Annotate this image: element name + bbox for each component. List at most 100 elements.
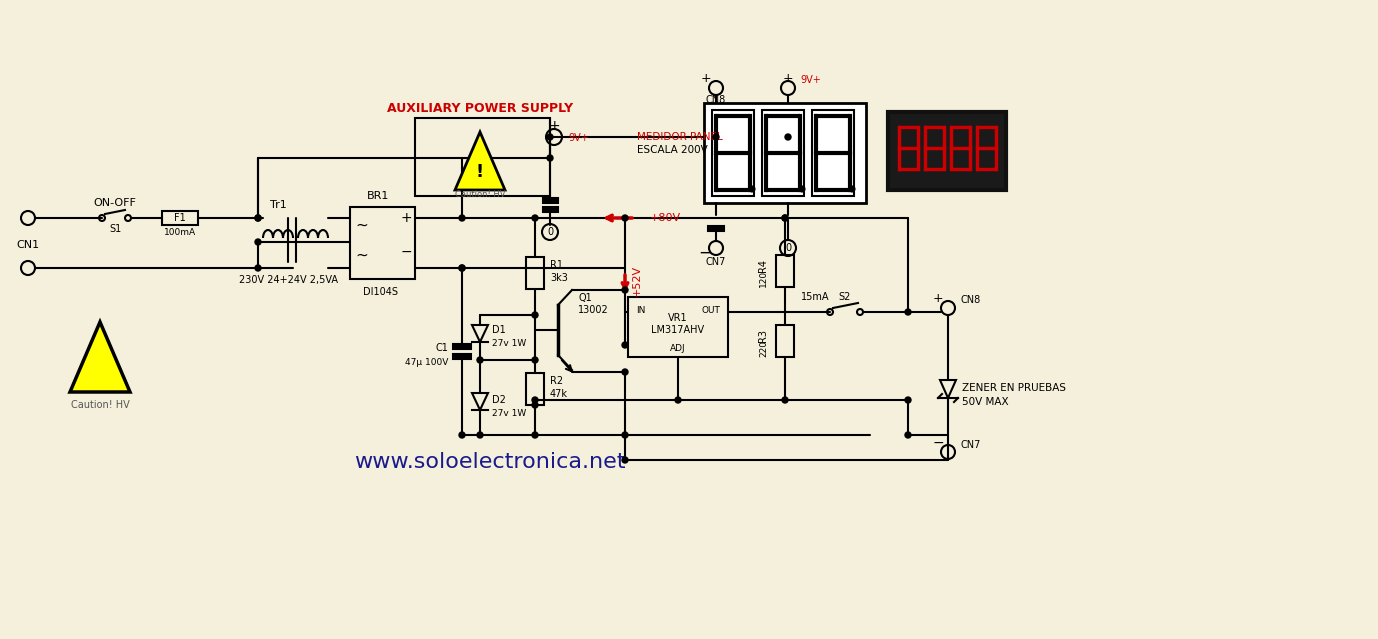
Text: Q1: Q1: [577, 293, 591, 303]
Circle shape: [532, 397, 537, 403]
Text: D1: D1: [492, 325, 506, 335]
Circle shape: [255, 215, 260, 221]
Text: www.soloelectronica.net: www.soloelectronica.net: [354, 452, 626, 472]
Text: OUT: OUT: [701, 305, 719, 314]
Text: 47k: 47k: [550, 389, 568, 399]
Text: R4: R4: [758, 259, 768, 272]
Text: CN7: CN7: [706, 257, 726, 267]
Text: CN8: CN8: [706, 95, 726, 105]
Circle shape: [532, 432, 537, 438]
Text: Caution! HV: Caution! HV: [455, 190, 506, 199]
Text: 3k3: 3k3: [550, 273, 568, 283]
Text: !: !: [475, 163, 484, 181]
Bar: [812, 110, 854, 196]
Circle shape: [621, 342, 628, 348]
Bar: [887, 112, 1006, 190]
Text: CN8: CN8: [960, 295, 980, 305]
Text: +: +: [548, 119, 559, 133]
Bar: [415, 118, 550, 196]
Circle shape: [547, 134, 553, 140]
Bar: [708, 226, 723, 231]
Circle shape: [905, 309, 911, 315]
Text: −: −: [400, 245, 412, 259]
Circle shape: [621, 432, 628, 438]
Text: 9V+: 9V+: [568, 133, 588, 143]
Text: 50V MAX: 50V MAX: [962, 397, 1009, 407]
Text: !: !: [94, 353, 106, 381]
Text: 15mA: 15mA: [801, 292, 830, 302]
Text: C1: C1: [435, 343, 448, 353]
Text: ON-OFF: ON-OFF: [94, 198, 136, 208]
Circle shape: [621, 287, 628, 293]
Text: F1: F1: [174, 213, 186, 223]
Circle shape: [255, 239, 260, 245]
Polygon shape: [70, 322, 130, 392]
Bar: [526, 373, 544, 405]
Text: D2: D2: [492, 395, 506, 405]
Circle shape: [905, 397, 911, 403]
Bar: [543, 207, 558, 212]
Bar: [776, 325, 794, 357]
Circle shape: [849, 187, 854, 192]
Text: AUXILIARY POWER SUPPLY: AUXILIARY POWER SUPPLY: [387, 102, 573, 114]
Text: CN7: CN7: [960, 440, 980, 450]
Text: 27v 1W: 27v 1W: [492, 408, 526, 417]
Circle shape: [532, 357, 537, 363]
Polygon shape: [473, 325, 488, 342]
Text: 9V+: 9V+: [801, 75, 821, 85]
Text: MEDIDOR PANEL: MEDIDOR PANEL: [637, 132, 722, 142]
Text: 47µ 100V: 47µ 100V: [405, 357, 448, 367]
Polygon shape: [473, 393, 488, 410]
Circle shape: [621, 369, 628, 375]
Bar: [350, 207, 415, 279]
Text: +52V: +52V: [633, 265, 642, 296]
Text: CN1: CN1: [17, 240, 40, 250]
Circle shape: [255, 265, 260, 271]
Text: 13002: 13002: [577, 305, 609, 315]
Text: 220: 220: [759, 339, 768, 357]
Text: 230V 24+24V 2,5VA: 230V 24+24V 2,5VA: [238, 275, 338, 285]
Text: −: −: [699, 244, 712, 262]
Text: 100mA: 100mA: [164, 227, 196, 236]
Text: R3: R3: [758, 328, 768, 341]
Text: −: −: [932, 436, 944, 450]
Bar: [526, 257, 544, 289]
Circle shape: [255, 215, 260, 221]
Text: IN: IN: [637, 305, 645, 314]
Text: Caution! HV: Caution! HV: [70, 400, 130, 410]
Text: R1: R1: [550, 260, 564, 270]
Text: Tr1: Tr1: [270, 200, 287, 210]
Circle shape: [781, 397, 788, 403]
Text: 27v 1W: 27v 1W: [492, 339, 526, 348]
Text: S1: S1: [109, 224, 121, 234]
Text: S2: S2: [839, 292, 852, 302]
Text: +80V: +80V: [650, 213, 681, 223]
Text: ADJ: ADJ: [670, 344, 686, 353]
Text: BR1: BR1: [367, 191, 389, 201]
Bar: [543, 198, 558, 203]
Circle shape: [785, 134, 791, 140]
Circle shape: [781, 215, 788, 221]
Circle shape: [459, 432, 464, 438]
Text: ESCALA 200V: ESCALA 200V: [637, 145, 708, 155]
Circle shape: [459, 265, 464, 271]
Circle shape: [547, 155, 553, 161]
Polygon shape: [455, 132, 504, 190]
Text: ZENER EN PRUEBAS: ZENER EN PRUEBAS: [962, 383, 1067, 393]
Circle shape: [532, 215, 537, 221]
Circle shape: [532, 312, 537, 318]
Bar: [453, 354, 471, 359]
Text: 120: 120: [759, 270, 768, 286]
Text: VR1: VR1: [668, 313, 688, 323]
Circle shape: [781, 215, 788, 221]
Circle shape: [750, 187, 755, 192]
Circle shape: [712, 134, 719, 140]
Bar: [628, 297, 728, 357]
Bar: [712, 110, 754, 196]
Circle shape: [905, 432, 911, 438]
Circle shape: [477, 432, 484, 438]
Text: DI104S: DI104S: [362, 287, 397, 297]
Circle shape: [532, 402, 537, 408]
Text: +: +: [783, 72, 794, 84]
Polygon shape: [940, 380, 956, 398]
